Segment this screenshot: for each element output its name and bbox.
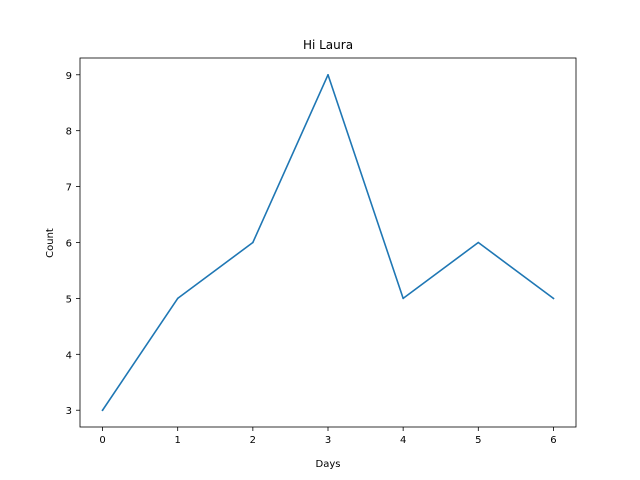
y-tick-label: 5 xyxy=(66,294,72,305)
y-tick-label: 4 xyxy=(66,350,72,361)
x-tick-label: 3 xyxy=(325,435,331,446)
x-tick-label: 2 xyxy=(250,435,256,446)
y-tick-label: 7 xyxy=(66,183,72,194)
y-tick-label: 8 xyxy=(66,127,72,138)
data-point xyxy=(402,297,404,300)
y-tick-label: 6 xyxy=(66,239,72,250)
data-point xyxy=(477,241,480,244)
x-axis-label: Days xyxy=(316,459,341,470)
x-tick-label: 4 xyxy=(400,435,406,446)
y-tick-label: 9 xyxy=(66,71,72,82)
x-tick-label: 0 xyxy=(99,435,105,446)
data-point xyxy=(552,297,555,300)
data-point xyxy=(327,73,329,76)
chart-title: Hi Laura xyxy=(303,38,353,52)
plot-area: 0 1 2 3 4 5 6 3 4 5 6 7 8 9 xyxy=(66,57,577,446)
data-point xyxy=(101,409,104,412)
y-tick-label: 3 xyxy=(66,406,72,417)
x-tick-label: 6 xyxy=(550,435,556,446)
data-point xyxy=(176,297,179,300)
y-axis-label: Count xyxy=(45,228,56,258)
data-point xyxy=(252,241,254,244)
x-tick-label: 1 xyxy=(175,435,181,446)
x-tick-label: 5 xyxy=(475,435,481,446)
